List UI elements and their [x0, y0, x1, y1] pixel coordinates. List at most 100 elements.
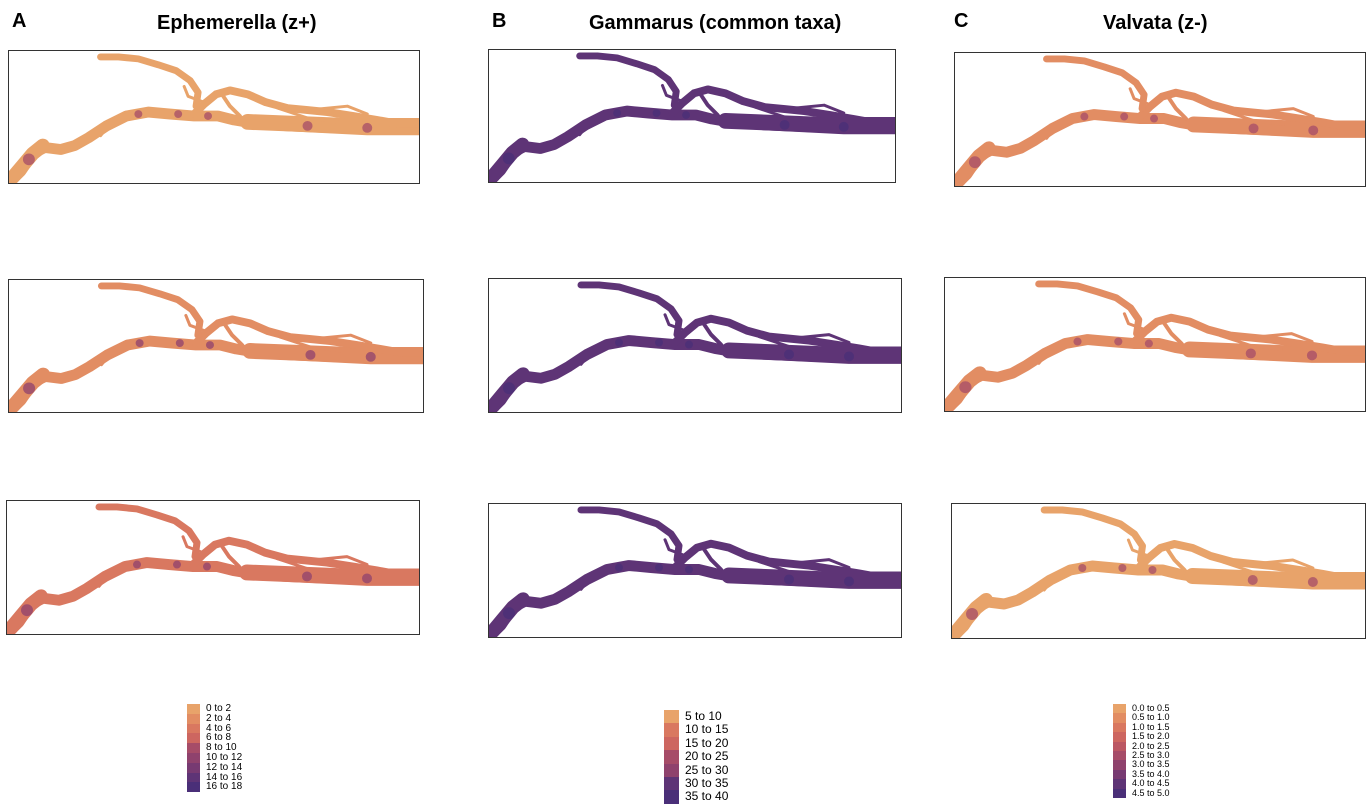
- density-hotspot: [655, 563, 663, 572]
- legend-item: 4.0 to 4.5: [1113, 778, 1170, 789]
- river-channel: [1128, 87, 1152, 107]
- river-channel: [95, 503, 201, 561]
- legend-item: 1.5 to 2.0: [1113, 731, 1170, 742]
- legend-label: 10 to 15: [685, 722, 729, 737]
- legend-item: 6 to 8: [187, 733, 242, 744]
- river-channel: [99, 343, 122, 367]
- river-channel: [787, 333, 851, 345]
- river-channel: [660, 83, 684, 103]
- river-channel: [275, 557, 339, 574]
- density-hotspot: [615, 338, 623, 347]
- column-c-letter: C: [954, 10, 969, 32]
- density-hotspot: [779, 119, 790, 130]
- river-channel: [757, 335, 821, 352]
- river-channel: [1161, 319, 1184, 346]
- legend-label: 5 to 10: [685, 709, 722, 723]
- river-channel: [1042, 568, 1064, 592]
- river-channel: [576, 52, 680, 109]
- legend-label: 35 to 40: [685, 789, 729, 804]
- legend-item: 3.5 to 4.0: [1113, 768, 1170, 780]
- density-hotspot: [655, 338, 663, 347]
- map-panel-b-3: [488, 503, 902, 638]
- column-a-title: Ephemerella (z+): [157, 12, 317, 34]
- density-hotspot: [503, 382, 515, 395]
- river-channel: [276, 106, 339, 124]
- density-hotspot: [1078, 564, 1087, 572]
- legend-item: 35 to 40: [664, 789, 729, 804]
- river-channel: [663, 313, 687, 333]
- density-hotspot: [784, 574, 794, 585]
- river-channel: [783, 103, 846, 115]
- legend-item: 16 to 18: [187, 782, 242, 793]
- river-channel: [1249, 332, 1314, 344]
- density-hotspot: [685, 565, 693, 574]
- legend-label: 12 to 14: [206, 761, 243, 773]
- density-hotspot: [682, 111, 691, 119]
- river-channel: [97, 282, 204, 339]
- legend-swatch: [664, 750, 679, 764]
- column-c-title: Valvata (z-): [1103, 12, 1208, 34]
- river-channel: [305, 555, 369, 567]
- density-hotspot: [1144, 339, 1153, 348]
- density-hotspot: [1247, 575, 1258, 585]
- legend-item: 10 to 12: [187, 753, 242, 763]
- river-channel: [787, 558, 851, 570]
- river-channel: [1045, 117, 1066, 140]
- column-b-letter: B: [492, 10, 507, 32]
- legend-label: 3.5 to 4.0: [1132, 768, 1170, 779]
- density-hotspot: [302, 120, 313, 131]
- density-hotspot: [134, 110, 143, 118]
- river-channel: [701, 320, 723, 347]
- legend-swatch: [187, 782, 200, 793]
- river-channel: [219, 542, 241, 569]
- map-panel-c-2: [944, 277, 1366, 412]
- river-map-c-1: [955, 55, 1365, 186]
- river-channel: [1126, 538, 1150, 558]
- river-channel: [308, 333, 373, 345]
- river-map-a-3: [7, 503, 419, 634]
- density-hotspot: [959, 381, 972, 394]
- river-channel: [757, 560, 821, 577]
- legend-swatch: [187, 723, 200, 734]
- legend-label: 2.5 to 3.0: [1132, 749, 1170, 760]
- density-hotspot: [1073, 337, 1082, 346]
- legend-item: 10 to 15: [664, 722, 729, 737]
- density-hotspot: [1148, 566, 1157, 574]
- map-panel-c-1: [954, 52, 1366, 187]
- legend-item: 2.0 to 2.5: [1113, 741, 1170, 751]
- legend-item: 8 to 10: [187, 743, 242, 753]
- river-channel: [306, 104, 369, 116]
- river-channel: [1043, 55, 1148, 113]
- density-hotspot: [502, 152, 515, 165]
- river-map-a-1: [9, 53, 419, 183]
- legend-swatch: [187, 762, 200, 773]
- density-hotspot: [615, 563, 623, 572]
- legend-item: 2.5 to 3.0: [1113, 749, 1170, 761]
- legend-item: 1.0 to 1.5: [1113, 722, 1170, 733]
- density-hotspot: [844, 351, 854, 362]
- legend-swatch: [664, 723, 679, 737]
- legend-swatch: [664, 776, 679, 791]
- density-hotspot: [503, 607, 515, 620]
- legend-label: 3.0 to 3.5: [1132, 759, 1170, 770]
- river-channel: [189, 536, 419, 579]
- legend-item: 25 to 30: [664, 763, 728, 777]
- river-channel: [1222, 109, 1285, 126]
- legend-item: 2 to 4: [187, 713, 242, 724]
- legend-item: 0.5 to 1.0: [1113, 712, 1170, 723]
- river-channel: [1037, 342, 1059, 365]
- density-hotspot: [302, 571, 312, 582]
- legend-item: 30 to 35: [664, 776, 728, 791]
- legend-swatch: [664, 790, 679, 804]
- density-hotspot: [365, 351, 376, 362]
- density-hotspot: [613, 109, 622, 117]
- river-channel: [1252, 107, 1315, 119]
- river-channel: [1136, 88, 1365, 131]
- legend-swatch: [1113, 750, 1126, 761]
- column-a-letter: A: [12, 10, 27, 32]
- legend-swatch: [1113, 704, 1126, 714]
- density-hotspot: [135, 339, 144, 347]
- legend-label: 14 to 16: [206, 771, 243, 783]
- river-channel: [278, 335, 343, 353]
